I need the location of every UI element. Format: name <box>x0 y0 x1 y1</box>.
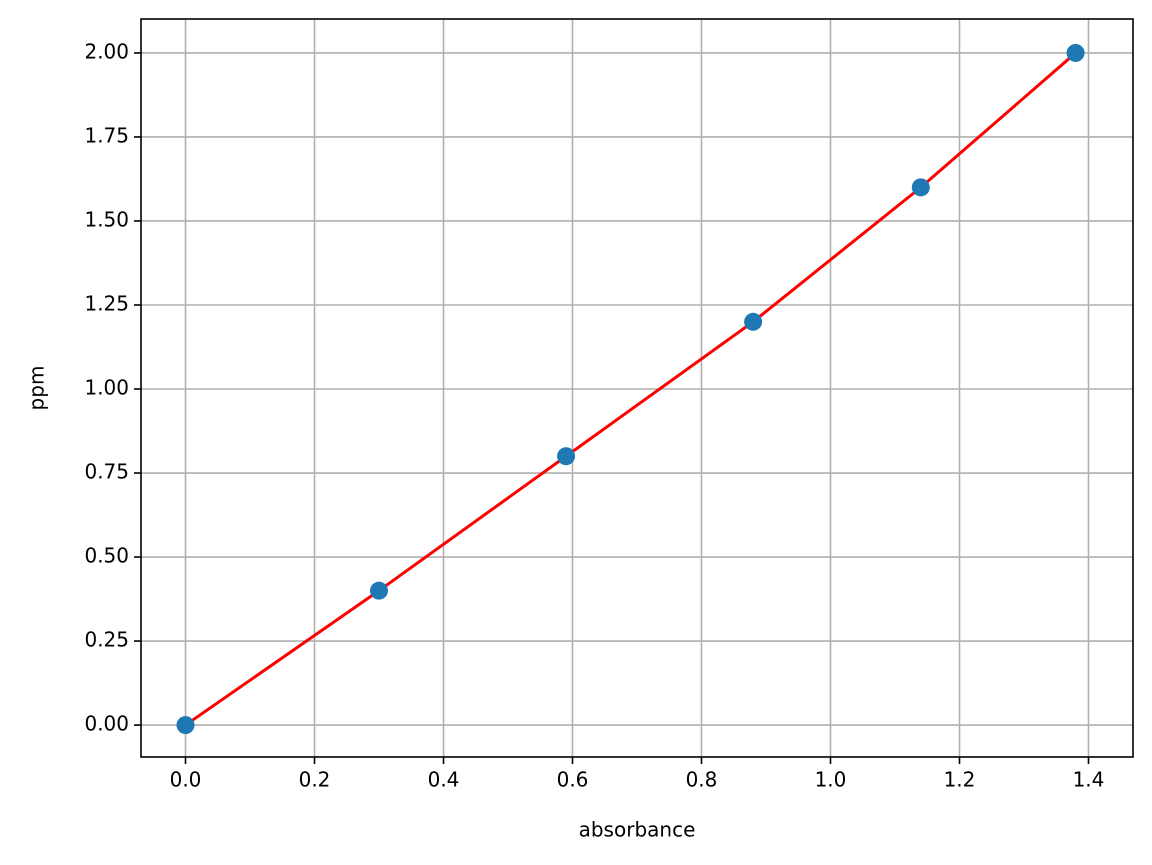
x-tick-label: 1.2 <box>944 768 976 792</box>
y-tick-label: 1.50 <box>84 207 129 231</box>
fit-line <box>184 51 1077 727</box>
y-tick-label: 0.00 <box>84 712 129 736</box>
x-tick-label: 1.0 <box>815 768 847 792</box>
y-tick-label: 1.75 <box>84 123 129 147</box>
data-point <box>176 716 195 735</box>
data-point <box>557 447 576 466</box>
data-point <box>744 312 763 331</box>
y-tick-label: 0.75 <box>84 460 129 484</box>
y-tick-label: 0.50 <box>84 544 129 568</box>
y-tick-label: 1.00 <box>84 376 129 400</box>
y-tick-label: 0.25 <box>84 628 129 652</box>
x-tick-label: 0.8 <box>686 768 718 792</box>
x-tick-label: 0.0 <box>170 768 202 792</box>
x-tick-label: 0.6 <box>557 768 589 792</box>
y-tick-label: 1.25 <box>84 291 129 315</box>
x-tick-label: 1.4 <box>1073 768 1105 792</box>
x-tick-label: 0.2 <box>299 768 331 792</box>
plot-frame <box>140 18 1134 758</box>
data-point <box>370 581 389 600</box>
data-point <box>1066 43 1085 62</box>
x-axis-label: absorbance <box>579 818 696 842</box>
x-tick-label: 0.4 <box>428 768 460 792</box>
data-point <box>911 178 930 197</box>
y-axis-label: ppm <box>25 366 49 411</box>
y-tick-label: 2.00 <box>84 39 129 63</box>
